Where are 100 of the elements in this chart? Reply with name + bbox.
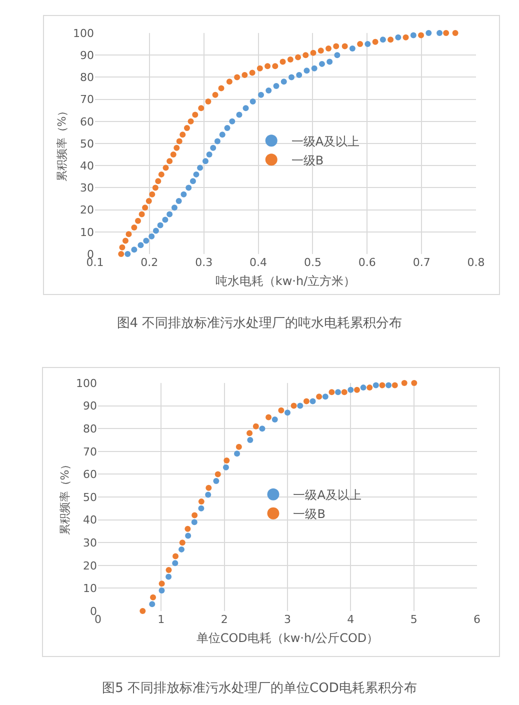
y-tick-label: 30 (80, 182, 94, 195)
y-tick-label: 40 (80, 159, 94, 172)
point (272, 416, 278, 422)
point (360, 384, 366, 391)
point (411, 380, 418, 386)
point (218, 85, 224, 92)
point (266, 87, 272, 94)
point (326, 45, 332, 52)
point (192, 512, 198, 518)
point (142, 204, 148, 211)
point (266, 414, 272, 420)
point (186, 184, 192, 191)
point (149, 191, 156, 198)
point (418, 32, 424, 38)
point (226, 78, 232, 85)
point (206, 484, 212, 491)
y-tick-label: 100 (73, 26, 94, 40)
point (205, 492, 212, 498)
point (259, 426, 266, 432)
point (296, 72, 302, 78)
point (402, 34, 409, 40)
y-tick-label: 90 (83, 400, 97, 413)
point (166, 158, 173, 164)
point (192, 112, 198, 118)
y-tick-label: 20 (80, 204, 94, 217)
point (124, 251, 131, 257)
point (138, 211, 145, 218)
point (234, 450, 240, 457)
y-tick-label: 30 (83, 536, 97, 550)
x-tick-label: 0.6 (358, 256, 376, 269)
point (122, 238, 128, 244)
point (162, 164, 169, 171)
point (443, 30, 450, 36)
point (318, 48, 324, 54)
point (158, 580, 165, 587)
point (152, 184, 158, 191)
point (170, 152, 176, 158)
point (213, 478, 220, 484)
point (258, 92, 264, 98)
point (188, 118, 194, 124)
point (252, 423, 259, 430)
point (334, 52, 340, 58)
point (426, 30, 432, 36)
point (198, 498, 204, 505)
y-tick-label: 60 (83, 468, 97, 482)
y-tick-label: 100 (76, 376, 97, 390)
point (184, 526, 191, 532)
y-tick-label: 50 (83, 490, 97, 504)
point (342, 43, 348, 50)
point (302, 52, 309, 58)
point (185, 532, 192, 539)
point (172, 553, 179, 560)
point (166, 574, 172, 580)
point (140, 608, 146, 614)
point (158, 171, 164, 178)
point (171, 204, 178, 211)
point (326, 58, 333, 65)
point (328, 389, 335, 396)
point (242, 72, 248, 78)
point (366, 384, 373, 391)
point (388, 36, 394, 43)
x-tick-label: 2 (220, 613, 228, 626)
point (162, 216, 168, 223)
point (322, 394, 328, 400)
x-tick-label: 6 (474, 613, 480, 626)
y-tick-label: 90 (80, 48, 94, 62)
y-tick-label: 70 (83, 445, 97, 458)
caption: 图5 不同排放标准污水处理厂的单位COD电耗累积分布 (101, 680, 418, 697)
point (152, 228, 159, 234)
x-tick-label: 0.7 (412, 256, 430, 269)
point (212, 92, 218, 98)
point (310, 50, 316, 56)
point (135, 218, 141, 224)
y-tick-label: 10 (80, 226, 94, 239)
y-tick-label: 70 (80, 93, 94, 106)
point (118, 251, 124, 257)
point (197, 164, 204, 171)
point (210, 144, 216, 151)
legend-label: 一级A及以上 (291, 134, 360, 148)
point (335, 389, 342, 396)
point (224, 458, 230, 464)
point (349, 45, 356, 52)
point (410, 32, 416, 38)
point (146, 198, 152, 204)
point (246, 430, 253, 436)
point (143, 238, 150, 244)
point (191, 519, 198, 526)
point (264, 63, 271, 70)
y-tick-label: 20 (83, 559, 97, 572)
x-tick-label: 0.2 (140, 256, 158, 269)
point (280, 58, 286, 65)
x-axis-title: 吨水电耗（kw·h/立方米） (215, 274, 356, 288)
x-axis-title: 单位COD电耗（kw·h/公斤COD） (196, 630, 379, 645)
point (372, 38, 378, 45)
x-tick-label: 0.5 (304, 256, 322, 269)
point (401, 380, 408, 386)
x-tick-label: 0.3 (195, 256, 213, 269)
point (178, 546, 185, 552)
point (180, 132, 186, 138)
y-axis-title: 累积频率（%） (58, 458, 72, 536)
